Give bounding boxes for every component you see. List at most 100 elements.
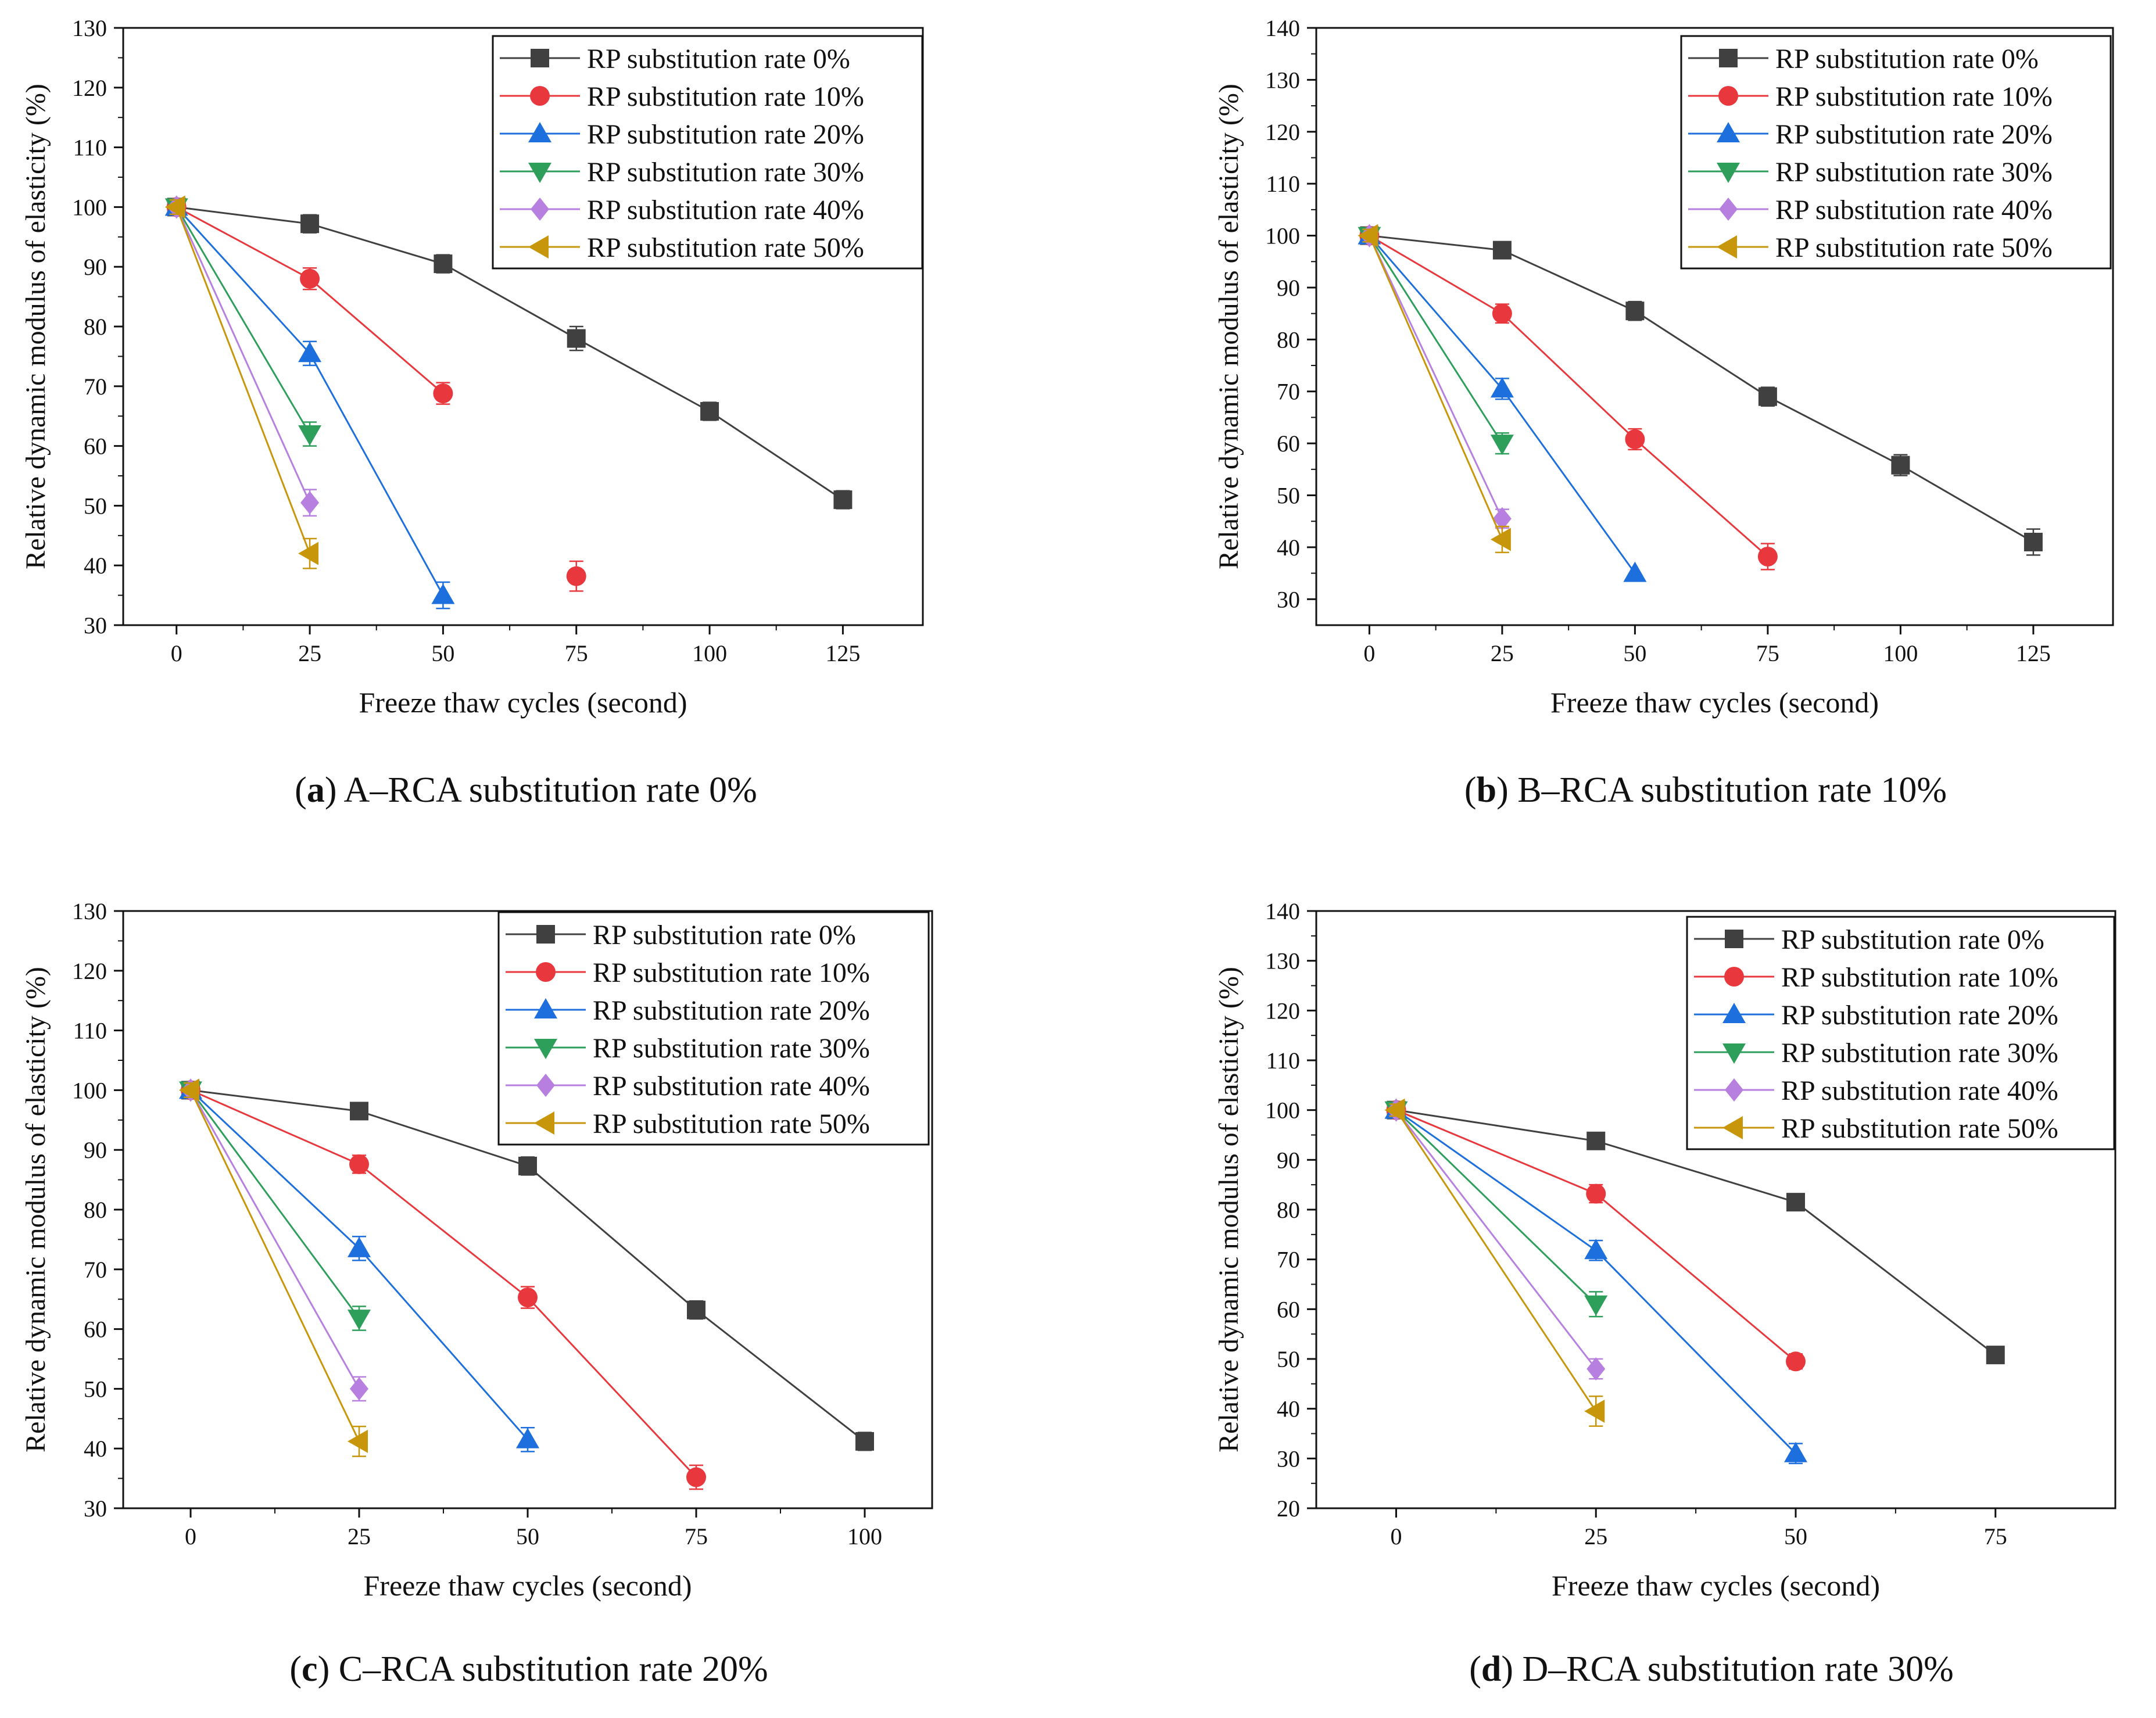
x-axis-label: Freeze thaw cycles (second) [1550,686,1879,719]
data-point [1757,547,1778,567]
legend-marker [1722,1116,1743,1139]
x-tick-label: 100 [1883,640,1918,666]
legend-label: RP substitution rate 0% [593,920,856,951]
legend-entry: RP substitution rate 30% [1694,1038,2058,1068]
data-point [1986,1346,2005,1365]
y-tick-label: 90 [84,1137,107,1163]
legend-entry: RP substitution rate 30% [1688,157,2053,188]
series-5 [1384,1098,1605,1427]
series-line [1369,235,2034,543]
data-point [1492,303,1512,324]
y-tick-label: 40 [1277,1396,1300,1422]
panel-letter: a [307,770,325,810]
x-axis-label: Freeze thaw cycles (second) [1552,1569,1880,1602]
legend-label: RP substitution rate 40% [593,1071,870,1102]
data-point [348,1236,371,1257]
data-point [686,1467,706,1487]
legend-label: RP substitution rate 40% [1775,195,2053,225]
chart-panel-a: 30 40 50 60 70 80 90 100 110 120 130 0 25 50 75 100 125 F… [20,15,924,810]
data-point [1786,1193,1805,1212]
legend-marker [1718,86,1738,106]
y-tick-label: 30 [1277,586,1300,612]
y-tick-label: 140 [1265,898,1300,924]
x-tick-label: 125 [2016,640,2051,666]
series-line [190,1089,697,1478]
y-axis-label: Relative dynamic modulus of elasticity (… [20,967,51,1452]
legend-label: RP substitution rate 50% [1775,232,2053,263]
legend-label: RP substitution rate 0% [1781,924,2044,955]
legend-label: RP substitution rate 30% [593,1033,870,1064]
panel-letter: c [302,1649,318,1689]
y-tick-label: 120 [72,75,107,101]
x-tick-label: 25 [1584,1523,1607,1550]
series-line [1369,235,1503,540]
x-axis-label: Freeze thaw cycles (second) [364,1569,692,1602]
legend-entry: RP substitution rate 40% [506,1071,870,1102]
legend-marker [1719,49,1738,67]
y-tick-label: 130 [72,898,107,924]
y-axis-label: Relative dynamic modulus of elasticity (… [1213,84,1244,569]
legend-entry: RP substitution rate 20% [1694,1000,2058,1031]
series-5 [164,195,319,569]
legend-marker [528,163,551,183]
legend-marker [1722,1003,1746,1023]
panel-caption: (a) A–RCA substitution rate 0% [295,770,757,810]
series-line [189,1089,360,1319]
panel-caption-text: C–RCA substitution rate 20% [339,1649,768,1689]
data-point [1584,1295,1608,1316]
series-line [1395,1109,1597,1370]
data-point [300,268,320,289]
series-line [176,206,311,435]
data-point [433,383,453,404]
y-tick-label: 50 [1277,1346,1300,1372]
legend-marker [531,49,549,67]
data-point [431,583,455,604]
data-point [1786,1351,1806,1372]
x-tick-label: 0 [171,640,182,666]
x-tick-label: 0 [185,1523,196,1550]
legend-marker [534,1111,554,1135]
panel-caption: (c) C–RCA substitution rate 20% [289,1649,768,1689]
data-point [1490,435,1514,455]
data-point [700,401,719,421]
y-tick-label: 30 [84,1495,107,1522]
legend-marker [1725,1078,1743,1102]
legend: RP substitution rate 0% RP substitution r… [492,35,923,270]
data-point [1784,1441,1807,1462]
y-tick-label: 80 [84,314,107,340]
x-tick-label: 75 [565,640,588,666]
series-1 [181,1080,706,1490]
y-tick-label: 100 [1265,1097,1300,1124]
legend-box [492,35,923,270]
data-point [1490,528,1511,551]
x-tick-label: 25 [348,1523,371,1550]
legend-label: RP substitution rate 0% [1775,44,2039,74]
y-tick-label: 80 [84,1197,107,1223]
x-tick-label: 100 [692,640,727,666]
y-tick-label: 60 [1277,431,1300,457]
data-point [1625,429,1645,449]
x-tick-label: 50 [516,1523,539,1550]
y-tick-label: 100 [1265,223,1300,249]
y-tick-label: 50 [1277,483,1300,509]
series-5 [179,1078,368,1457]
legend-entry: RP substitution rate 40% [1688,195,2053,225]
legend-label: RP substitution rate 20% [587,119,864,150]
legend-entry: RP substitution rate 10% [1694,962,2058,993]
y-tick-label: 120 [1265,119,1300,145]
y-tick-label: 110 [73,135,107,161]
legend: RP substitution rate 0% RP substitution r… [1686,916,2115,1150]
legend-entry: RP substitution rate 40% [500,195,864,225]
y-tick-label: 50 [84,1376,107,1402]
x-tick-label: 0 [1363,640,1375,666]
legend-entry: RP substitution rate 10% [506,957,870,988]
legend-entry: RP substitution rate 50% [506,1109,870,1139]
legend-label: RP substitution rate 50% [1781,1113,2058,1144]
series-1 [1359,225,1778,571]
x-tick-label: 50 [1623,640,1646,666]
panel-caption-text: A–RCA substitution rate 0% [344,770,757,810]
legend-box [1680,35,2112,270]
y-tick-label: 130 [1265,67,1300,93]
y-tick-label: 40 [84,553,107,579]
